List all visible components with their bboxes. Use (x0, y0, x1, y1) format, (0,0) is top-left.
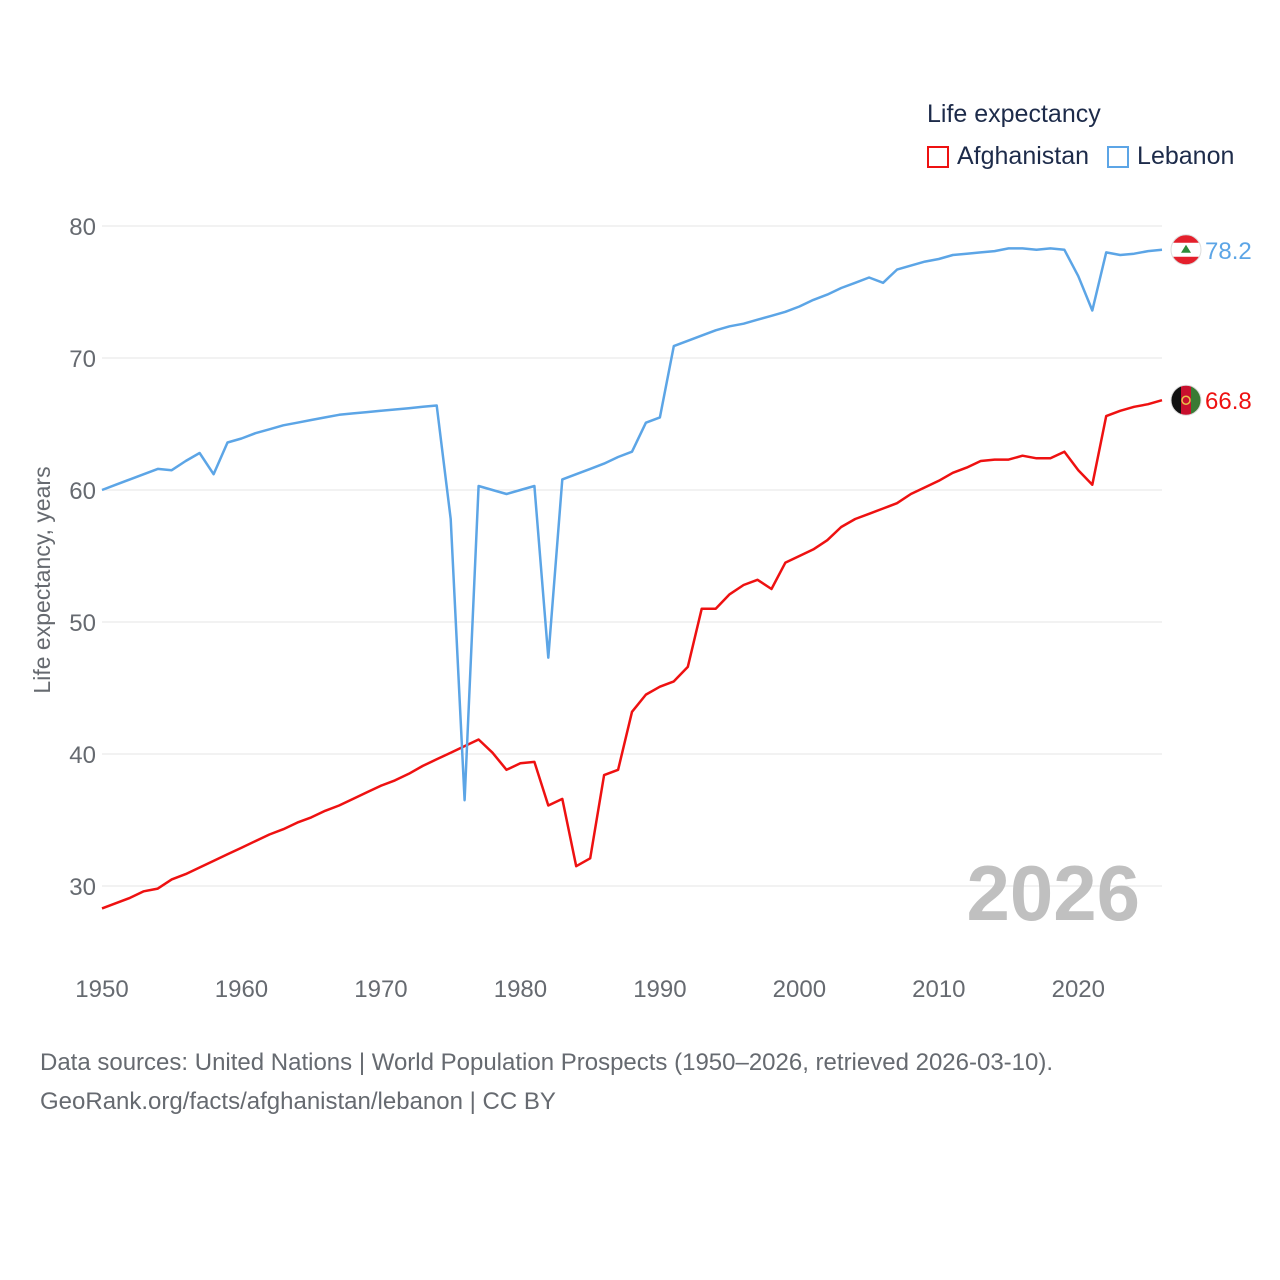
y-tick-label: 70 (69, 346, 96, 373)
x-tick-label: 1950 (75, 976, 128, 1003)
y-tick-label: 60 (69, 478, 96, 505)
x-tick-label: 2010 (912, 976, 965, 1003)
x-tick-label: 2000 (773, 976, 826, 1003)
attribution-link[interactable]: GeoRank.org/facts/afghanistan/lebanon | … (40, 1088, 556, 1115)
legend-swatch-afghanistan (927, 145, 949, 168)
y-axis-label: Life expectancy, years (29, 466, 55, 693)
x-tick-label: 2020 (1052, 976, 1105, 1003)
legend-label-afghanistan: Afghanistan (957, 142, 1090, 170)
x-axis-ticks: 1950 1960 1970 1980 1990 2000 2010 2020 (75, 976, 1105, 1003)
lebanon-flag-icon (1170, 234, 1202, 266)
legend-swatch-lebanon (1107, 145, 1130, 168)
y-tick-label: 40 (69, 742, 96, 769)
x-tick-label: 1960 (215, 976, 268, 1003)
x-tick-label: 1970 (354, 976, 407, 1003)
x-tick-label: 1990 (633, 976, 686, 1003)
gridlines (102, 225, 1162, 887)
series-lines (101, 247, 1163, 910)
data-sources: Data sources: United Nations | World Pop… (40, 1043, 1053, 1121)
y-tick-label: 30 (69, 874, 96, 901)
year-watermark: 2026 (966, 849, 1140, 937)
legend-item-lebanon[interactable]: Lebanon (1107, 142, 1234, 171)
end-label-afghanistan: 66.8 (1205, 388, 1252, 415)
end-label-lebanon: 78.2 (1205, 238, 1252, 265)
legend-title: Life expectancy (927, 100, 1101, 128)
x-tick-label: 1980 (494, 976, 547, 1003)
series-line-afghanistan (101, 398, 1163, 910)
y-tick-label: 80 (69, 214, 96, 241)
series-line-lebanon (101, 247, 1163, 802)
y-tick-label: 50 (69, 610, 96, 637)
sources-line: Data sources: United Nations | World Pop… (40, 1049, 1054, 1076)
afghanistan-flag-icon (1170, 384, 1202, 416)
legend-item-afghanistan[interactable]: Afghanistan (927, 142, 1089, 171)
series-end-labels: 66.8 78.2 (1170, 234, 1252, 416)
y-axis-ticks: 30 40 50 60 70 80 (69, 214, 96, 901)
legend-label-lebanon: Lebanon (1137, 142, 1235, 170)
legend: Afghanistan Lebanon (927, 142, 1252, 171)
